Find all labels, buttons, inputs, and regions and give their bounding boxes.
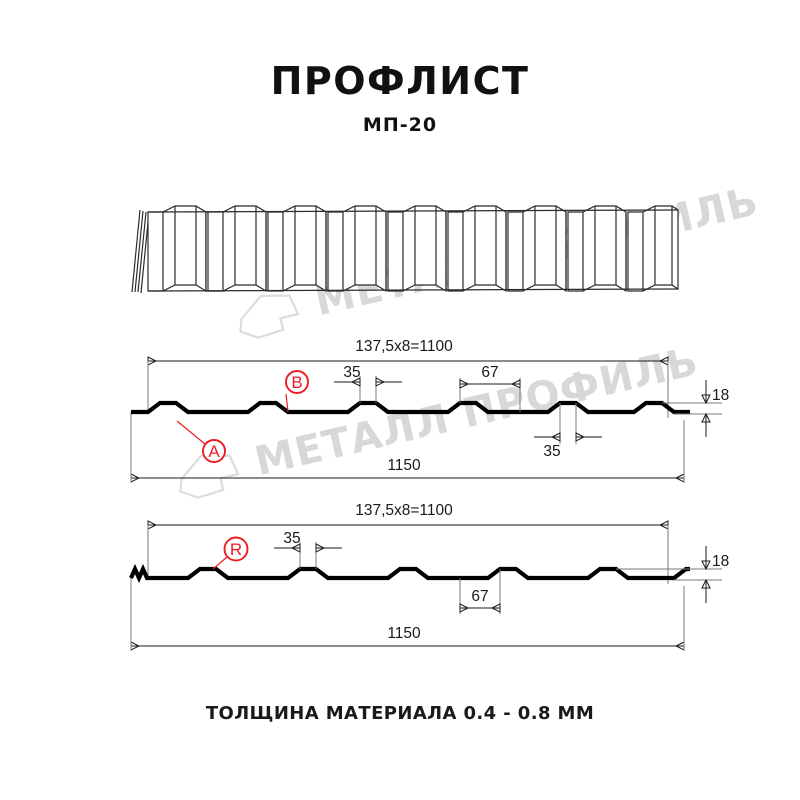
dim-height-bottom-label: 18 (712, 553, 729, 570)
dim-width-bottom: 1150 (130, 578, 685, 651)
watermark-logo-icon (239, 294, 300, 339)
section-bottom-profile-path (129, 563, 690, 584)
dim-rib-top-lower: 35 (534, 403, 602, 460)
dim-width-top-label: 1150 (387, 457, 421, 474)
dim-width-bottom-label: 1150 (387, 625, 421, 642)
dim-height-top-label: 18 (712, 387, 729, 404)
iso-corrugations (147, 205, 679, 293)
iso-profile-view (131, 205, 679, 294)
section-bottom: 137,5x8=1100 1150 35 (129, 502, 729, 651)
marker-b-label: B (291, 373, 302, 392)
dim-rib-bottom-label: 35 (283, 530, 300, 547)
marker-a-label: A (208, 442, 220, 461)
dim-valley-top-label: 67 (481, 364, 498, 381)
marker-a: A (176, 420, 226, 463)
marker-b: B (285, 370, 309, 413)
marker-r: R (212, 536, 249, 570)
dim-valley-top: 67 (459, 364, 521, 412)
section-top: 137,5x8=1100 1150 35 (130, 338, 729, 483)
dim-height-bottom: 18 (616, 546, 729, 603)
iso-bottom-edge (147, 288, 679, 292)
dim-module-top-label: 137,5x8=1100 (355, 338, 453, 355)
dim-rib-bottom: 35 (274, 530, 342, 569)
section-top-profile-path (131, 400, 690, 415)
dim-module-top: 137,5x8=1100 (147, 338, 669, 418)
dim-rib-top-lower-label: 35 (543, 443, 560, 460)
marker-r-label: R (230, 540, 242, 559)
dim-rib-top-upper-label: 35 (343, 364, 360, 381)
dim-valley-bottom-label: 67 (471, 588, 488, 605)
iso-left-edge (131, 209, 150, 294)
dim-valley-bottom: 67 (459, 569, 501, 614)
dim-width-top: 1150 (130, 412, 685, 483)
dim-module-bottom-label: 137,5x8=1100 (355, 502, 453, 519)
iso-top-edge (147, 209, 679, 213)
dim-rib-top-upper: 35 (334, 364, 402, 403)
dim-height-top: 18 (662, 380, 729, 437)
dim-module-bottom: 137,5x8=1100 (147, 502, 669, 584)
